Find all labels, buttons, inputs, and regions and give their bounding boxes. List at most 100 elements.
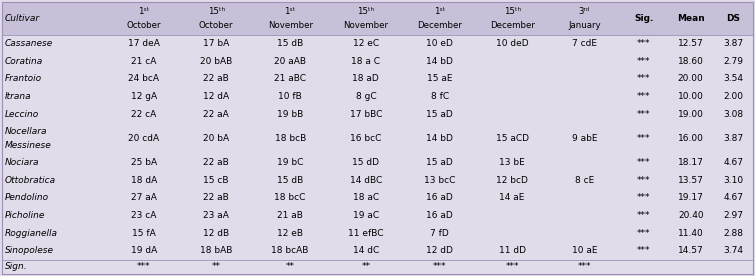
Text: 20.00: 20.00 bbox=[678, 75, 704, 83]
Bar bbox=[2, 154, 753, 171]
Bar bbox=[180, 2, 252, 35]
Text: ***: *** bbox=[433, 262, 446, 271]
Text: Messinese: Messinese bbox=[5, 141, 52, 150]
Bar bbox=[252, 2, 328, 35]
Text: ***: *** bbox=[637, 176, 651, 185]
Text: ***: *** bbox=[637, 39, 651, 48]
Bar bbox=[2, 123, 753, 154]
Text: December: December bbox=[418, 21, 462, 30]
Text: 15 cB: 15 cB bbox=[203, 176, 229, 185]
Text: ***: *** bbox=[637, 134, 651, 143]
Text: 14.57: 14.57 bbox=[678, 246, 704, 255]
Text: 12 dA: 12 dA bbox=[203, 92, 230, 101]
Bar bbox=[2, 207, 753, 224]
Bar bbox=[2, 2, 108, 35]
Text: Itrana: Itrana bbox=[5, 92, 32, 101]
Text: 4.67: 4.67 bbox=[723, 193, 744, 202]
Bar bbox=[108, 2, 180, 35]
Text: 7 cdE: 7 cdE bbox=[572, 39, 597, 48]
Text: 19 bC: 19 bC bbox=[277, 158, 304, 167]
Text: 2.88: 2.88 bbox=[723, 229, 744, 238]
Text: 15 fA: 15 fA bbox=[132, 229, 156, 238]
Text: ***: *** bbox=[505, 262, 519, 271]
Text: 3ʳᵈ: 3ʳᵈ bbox=[579, 7, 590, 16]
Text: ***: *** bbox=[637, 110, 651, 119]
Text: 22 cA: 22 cA bbox=[131, 110, 156, 119]
Text: ***: *** bbox=[637, 57, 651, 66]
Text: 23 aA: 23 aA bbox=[203, 211, 229, 220]
Text: 18 dA: 18 dA bbox=[131, 176, 157, 185]
Text: Mean: Mean bbox=[676, 14, 704, 23]
Text: 15 aD: 15 aD bbox=[427, 158, 453, 167]
Text: 18 bcAB: 18 bcAB bbox=[272, 246, 309, 255]
Bar bbox=[621, 2, 667, 35]
Text: 18 aD: 18 aD bbox=[353, 75, 379, 83]
Text: 2.97: 2.97 bbox=[723, 211, 744, 220]
Text: **: ** bbox=[362, 262, 370, 271]
Text: Pendolino: Pendolino bbox=[5, 193, 49, 202]
Text: 8 cE: 8 cE bbox=[575, 176, 594, 185]
Text: Sign.: Sign. bbox=[5, 262, 28, 271]
Text: 4.67: 4.67 bbox=[723, 158, 744, 167]
Text: 12 gA: 12 gA bbox=[131, 92, 157, 101]
Bar bbox=[548, 2, 621, 35]
Bar bbox=[2, 189, 753, 207]
Text: 25 bA: 25 bA bbox=[131, 158, 157, 167]
Text: 8 gC: 8 gC bbox=[356, 92, 376, 101]
Bar bbox=[2, 171, 753, 189]
Text: 19.17: 19.17 bbox=[678, 193, 704, 202]
Text: **: ** bbox=[285, 262, 294, 271]
Text: 18 aC: 18 aC bbox=[353, 193, 379, 202]
Text: 14 bD: 14 bD bbox=[427, 134, 453, 143]
Text: 12 eB: 12 eB bbox=[277, 229, 304, 238]
Text: 13.57: 13.57 bbox=[678, 176, 704, 185]
Text: 3.54: 3.54 bbox=[723, 75, 744, 83]
Text: 14 dBC: 14 dBC bbox=[350, 176, 382, 185]
Text: 10 eD: 10 eD bbox=[427, 39, 453, 48]
Bar bbox=[714, 2, 753, 35]
Text: Sig.: Sig. bbox=[634, 14, 654, 23]
Text: 11 dD: 11 dD bbox=[498, 246, 525, 255]
Text: 16.00: 16.00 bbox=[678, 134, 704, 143]
Text: 2.79: 2.79 bbox=[723, 57, 744, 66]
Text: Ottobratica: Ottobratica bbox=[5, 176, 56, 185]
Text: 12 bcD: 12 bcD bbox=[496, 176, 528, 185]
Text: 19 aC: 19 aC bbox=[353, 211, 379, 220]
Text: 12 dD: 12 dD bbox=[427, 246, 453, 255]
Bar bbox=[476, 2, 548, 35]
Text: 22 aA: 22 aA bbox=[203, 110, 229, 119]
Text: 18 bcB: 18 bcB bbox=[275, 134, 306, 143]
Text: 15ᵗʰ: 15ᵗʰ bbox=[357, 7, 374, 16]
Text: 13 bcC: 13 bcC bbox=[424, 176, 455, 185]
Text: 21 cA: 21 cA bbox=[131, 57, 156, 66]
Text: Nocellara: Nocellara bbox=[5, 127, 48, 136]
Bar bbox=[2, 88, 753, 105]
Text: December: December bbox=[490, 21, 535, 30]
Text: Coratina: Coratina bbox=[5, 57, 43, 66]
Bar bbox=[2, 70, 753, 88]
Text: 10 fB: 10 fB bbox=[279, 92, 302, 101]
Text: 21 aB: 21 aB bbox=[277, 211, 303, 220]
Text: 9 abE: 9 abE bbox=[572, 134, 597, 143]
Text: 15 aE: 15 aE bbox=[427, 75, 452, 83]
Text: 24 bcA: 24 bcA bbox=[128, 75, 159, 83]
Bar bbox=[667, 2, 714, 35]
Text: Cultivar: Cultivar bbox=[5, 14, 40, 23]
Text: ***: *** bbox=[637, 158, 651, 167]
Text: 8 fC: 8 fC bbox=[431, 92, 449, 101]
Text: 3.10: 3.10 bbox=[723, 176, 744, 185]
Text: 15 dB: 15 dB bbox=[277, 39, 304, 48]
Bar bbox=[2, 242, 753, 260]
Text: 18 bcC: 18 bcC bbox=[275, 193, 306, 202]
Text: ***: *** bbox=[637, 92, 651, 101]
Text: 20 aAB: 20 aAB bbox=[274, 57, 307, 66]
Text: 11 efBC: 11 efBC bbox=[348, 229, 384, 238]
Text: ***: *** bbox=[578, 262, 591, 271]
Text: 14 dC: 14 dC bbox=[353, 246, 379, 255]
Text: 1ˢᵗ: 1ˢᵗ bbox=[285, 7, 296, 16]
Text: 3.74: 3.74 bbox=[723, 246, 744, 255]
Bar bbox=[2, 52, 753, 70]
Text: 7 fD: 7 fD bbox=[430, 229, 449, 238]
Text: 15 aD: 15 aD bbox=[427, 110, 453, 119]
Text: ***: *** bbox=[637, 246, 651, 255]
